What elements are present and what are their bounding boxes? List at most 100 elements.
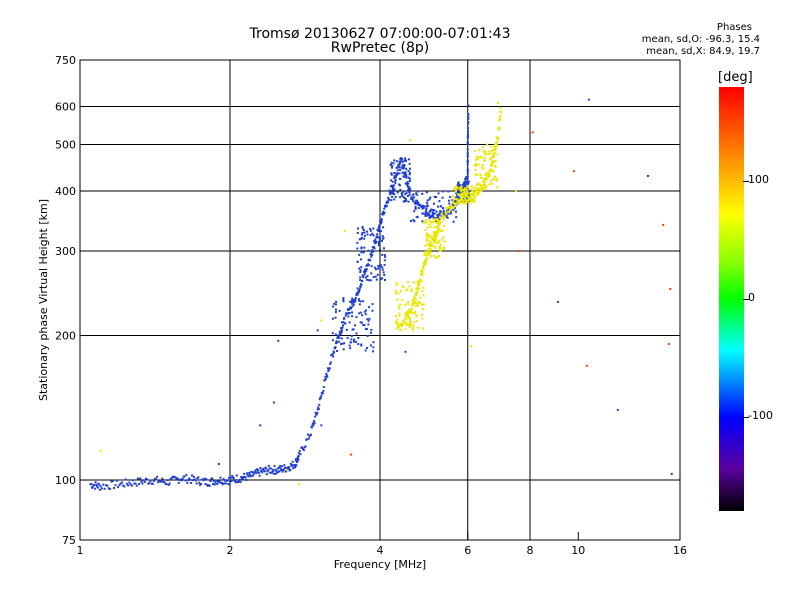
x-trace-point <box>491 149 494 152</box>
o-trace-point <box>382 226 385 229</box>
o-trace-point <box>197 476 200 479</box>
x-trace-point <box>463 188 466 191</box>
x-trace-point <box>474 196 477 199</box>
o-trace-point <box>382 213 385 216</box>
o-trace-point <box>117 486 120 489</box>
o-trace-point <box>467 127 470 130</box>
o-trace-point <box>381 253 384 256</box>
x-trace-point <box>419 278 422 281</box>
o-trace-point <box>352 301 355 304</box>
o-trace-point <box>363 271 366 274</box>
o-trace-point <box>230 480 233 483</box>
o-trace-point <box>414 207 417 210</box>
x-trace-point <box>460 186 463 189</box>
o-trace-point <box>287 465 290 468</box>
x-trace-point <box>413 300 416 303</box>
o-trace-point <box>354 299 357 302</box>
o-trace-point <box>443 211 446 214</box>
x-trace-point <box>427 252 430 255</box>
x-trace-point <box>470 185 473 188</box>
o-trace-point <box>393 159 396 162</box>
x-trace-point <box>494 175 497 178</box>
o-trace-point <box>106 484 109 487</box>
o-trace-point <box>320 424 323 427</box>
o-trace-point <box>367 323 370 326</box>
o-trace-point <box>325 374 328 377</box>
o-trace-point <box>364 268 367 271</box>
x-trace-point <box>409 309 412 312</box>
o-trace-point <box>361 227 364 230</box>
x-trace-point <box>496 185 499 188</box>
o-trace-point <box>359 276 362 279</box>
x-trace-point <box>434 225 437 228</box>
x-tick-label: 10 <box>571 544 585 557</box>
o-trace-point <box>463 181 466 184</box>
other-point <box>669 288 672 291</box>
o-trace-point <box>466 143 469 146</box>
o-trace-point <box>390 172 393 175</box>
o-trace-point <box>413 210 416 213</box>
o-trace-point <box>215 479 218 482</box>
o-trace-point <box>244 476 247 479</box>
o-trace-point <box>423 205 426 208</box>
o-trace-point <box>346 312 349 315</box>
o-trace-point <box>191 474 194 477</box>
o-trace-point <box>356 247 359 250</box>
o-trace-point <box>395 160 398 163</box>
o-trace-point <box>388 189 391 192</box>
x-trace-point <box>442 218 445 221</box>
o-trace-point <box>437 205 440 208</box>
x-trace-point <box>414 305 417 308</box>
o-trace-point <box>399 188 402 191</box>
o-trace-point <box>434 220 437 223</box>
o-trace-point <box>396 173 399 176</box>
o-trace-point <box>280 465 283 468</box>
o-trace-point <box>379 264 382 267</box>
x-trace-point <box>417 326 420 329</box>
o-trace-point <box>103 487 106 490</box>
x-trace-point <box>408 324 411 327</box>
x-trace-point <box>491 170 494 173</box>
x-trace-point <box>433 240 436 243</box>
o-trace-point <box>296 460 299 463</box>
o-trace-point <box>99 485 102 488</box>
o-trace-point <box>270 471 273 474</box>
x-trace-point <box>494 143 497 146</box>
o-trace-point <box>442 207 445 210</box>
o-trace-point <box>163 481 166 484</box>
x-trace-point <box>479 173 482 176</box>
x-trace-point <box>407 313 410 316</box>
o-trace-point <box>376 236 379 239</box>
x-trace-point <box>496 102 499 105</box>
o-trace-point <box>164 482 167 485</box>
x-trace-point <box>438 245 441 248</box>
o-trace-point <box>331 332 334 335</box>
o-trace-point <box>334 333 337 336</box>
o-trace-point <box>123 485 126 488</box>
o-trace-point <box>396 172 399 175</box>
o-trace-point <box>343 317 346 320</box>
x-trace-point <box>472 191 475 194</box>
o-trace-point <box>221 481 224 484</box>
x-trace-point <box>483 159 486 162</box>
x-trace-point <box>489 158 492 161</box>
x-trace-point <box>459 200 462 203</box>
x-trace-point <box>499 106 502 109</box>
o-trace-point <box>339 330 342 333</box>
o-trace-point <box>407 158 410 161</box>
o-trace-point <box>280 469 283 472</box>
o-trace-point <box>259 424 262 427</box>
x-trace-point <box>484 173 487 176</box>
x-trace-point <box>435 241 438 244</box>
o-trace-point <box>142 479 145 482</box>
o-trace-point <box>218 480 221 483</box>
x-trace-point <box>478 187 481 190</box>
x-trace-point <box>466 190 469 193</box>
x-trace-point <box>398 325 401 328</box>
x-trace-point <box>426 253 429 256</box>
x-trace-point <box>409 317 412 320</box>
o-trace-point <box>381 277 384 280</box>
o-trace-point <box>446 216 449 219</box>
o-trace-point <box>139 477 142 480</box>
x-trace-point <box>437 241 440 244</box>
